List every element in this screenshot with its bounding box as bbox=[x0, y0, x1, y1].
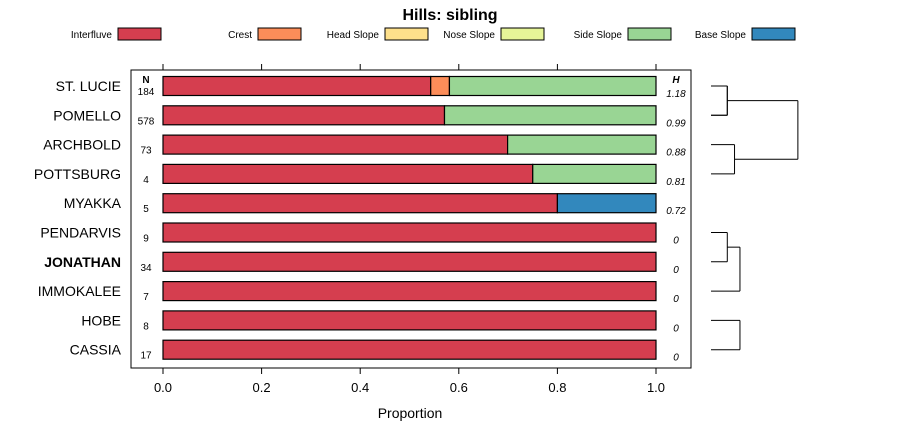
category-label: PENDARVIS bbox=[40, 225, 121, 241]
n-value: 184 bbox=[138, 87, 155, 98]
legend-swatch bbox=[500, 27, 545, 41]
bar-segment bbox=[556, 193, 657, 214]
bars bbox=[162, 75, 657, 360]
h-value: 0.81 bbox=[666, 177, 685, 188]
legend-label: Base Slope bbox=[695, 30, 747, 41]
bar-segment bbox=[162, 251, 657, 272]
x-tick-label: 0.6 bbox=[450, 380, 468, 395]
h-value: 0 bbox=[673, 353, 679, 364]
bar-segment bbox=[162, 134, 509, 155]
bar-segment bbox=[507, 134, 657, 155]
category-label: JONATHAN bbox=[44, 254, 121, 270]
category-label: HOBE bbox=[81, 312, 121, 328]
h-value: 1.18 bbox=[666, 89, 686, 100]
bar-segment bbox=[443, 105, 657, 126]
bar-segment bbox=[162, 310, 657, 331]
x-tick-label: 0.0 bbox=[154, 380, 172, 395]
h-value: 0.88 bbox=[666, 148, 686, 159]
legend-label: Interfluve bbox=[71, 30, 113, 41]
category-label: POTTSBURG bbox=[34, 166, 121, 182]
n-value: 578 bbox=[138, 116, 155, 127]
x-tick-label: 1.0 bbox=[647, 380, 665, 395]
legend-label: Head Slope bbox=[327, 30, 380, 41]
bar-segment bbox=[162, 163, 534, 184]
legend-swatch bbox=[627, 27, 672, 41]
x-axis: 0.0 0.2 0.4 0.6 0.8 1.0 bbox=[154, 64, 665, 395]
category-label: ST. LUCIE bbox=[56, 78, 121, 94]
n-value: 4 bbox=[143, 175, 149, 186]
category-labels: ST. LUCIE POMELLO ARCHBOLD POTTSBURG MYAKKA P… bbox=[34, 78, 122, 358]
h-value: 0 bbox=[673, 323, 679, 334]
bar-segment bbox=[162, 281, 657, 302]
category-label: MYAKKA bbox=[64, 195, 122, 211]
x-tick-label: 0.4 bbox=[351, 380, 369, 395]
n-value: 7 bbox=[143, 292, 149, 303]
x-tick-label: 0.2 bbox=[253, 380, 271, 395]
chart-title: Hills: sibling bbox=[402, 7, 497, 24]
legend-label: Nose Slope bbox=[443, 30, 495, 41]
category-label: IMMOKALEE bbox=[38, 283, 121, 299]
bar-segment bbox=[162, 105, 446, 126]
bar-segment bbox=[532, 163, 657, 184]
legend-swatch bbox=[384, 27, 429, 41]
bar-segment bbox=[430, 75, 451, 97]
n-column: N 184 578 73 4 5 9 34 7 8 17 bbox=[138, 75, 155, 362]
plot-frame bbox=[130, 69, 692, 369]
bar-segment bbox=[162, 339, 657, 360]
h-value: 0 bbox=[673, 265, 679, 276]
n-header: N bbox=[142, 75, 149, 86]
n-value: 9 bbox=[143, 234, 149, 245]
n-value: 8 bbox=[143, 321, 149, 332]
legend-label: Crest bbox=[228, 30, 252, 41]
category-label: POMELLO bbox=[53, 107, 121, 123]
h-value: 0 bbox=[673, 294, 679, 305]
legend-swatch bbox=[117, 27, 162, 41]
h-value: 0.72 bbox=[666, 206, 686, 217]
legend-label: Side Slope bbox=[574, 30, 623, 41]
h-value: 0.99 bbox=[666, 118, 686, 129]
bar-segment bbox=[162, 75, 432, 97]
bar-segment bbox=[162, 193, 558, 214]
legend-swatch bbox=[751, 27, 796, 41]
n-value: 73 bbox=[140, 146, 152, 157]
n-value: 5 bbox=[143, 204, 149, 215]
n-value: 34 bbox=[140, 263, 152, 274]
h-column: H 1.18 0.99 0.88 0.81 0.72 0 0 0 0 0 bbox=[666, 75, 686, 364]
x-tick-label: 0.8 bbox=[548, 380, 566, 395]
dendrogram bbox=[711, 85, 799, 351]
x-axis-label: Proportion bbox=[378, 405, 443, 421]
bar-segment bbox=[448, 75, 657, 97]
n-value: 17 bbox=[140, 351, 152, 362]
category-label: CASSIA bbox=[70, 342, 122, 358]
legend-swatch bbox=[257, 27, 302, 41]
category-label: ARCHBOLD bbox=[43, 137, 121, 153]
h-header: H bbox=[672, 75, 680, 86]
h-value: 0 bbox=[673, 236, 679, 247]
bar-segment bbox=[162, 222, 657, 243]
legend: Interfluve Crest Head Slope Nose Slope Side … bbox=[71, 27, 796, 41]
